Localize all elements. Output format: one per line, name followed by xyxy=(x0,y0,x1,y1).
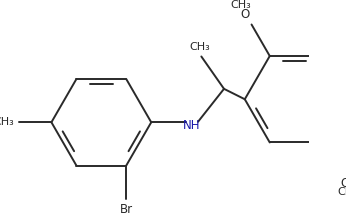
Text: CH₃: CH₃ xyxy=(0,117,14,127)
Text: CH₃: CH₃ xyxy=(231,0,252,10)
Text: NH: NH xyxy=(183,119,201,132)
Text: CH₃: CH₃ xyxy=(189,42,210,52)
Text: O: O xyxy=(340,177,346,190)
Text: Br: Br xyxy=(120,203,133,216)
Text: O: O xyxy=(240,8,249,21)
Text: CH₃: CH₃ xyxy=(338,187,346,198)
